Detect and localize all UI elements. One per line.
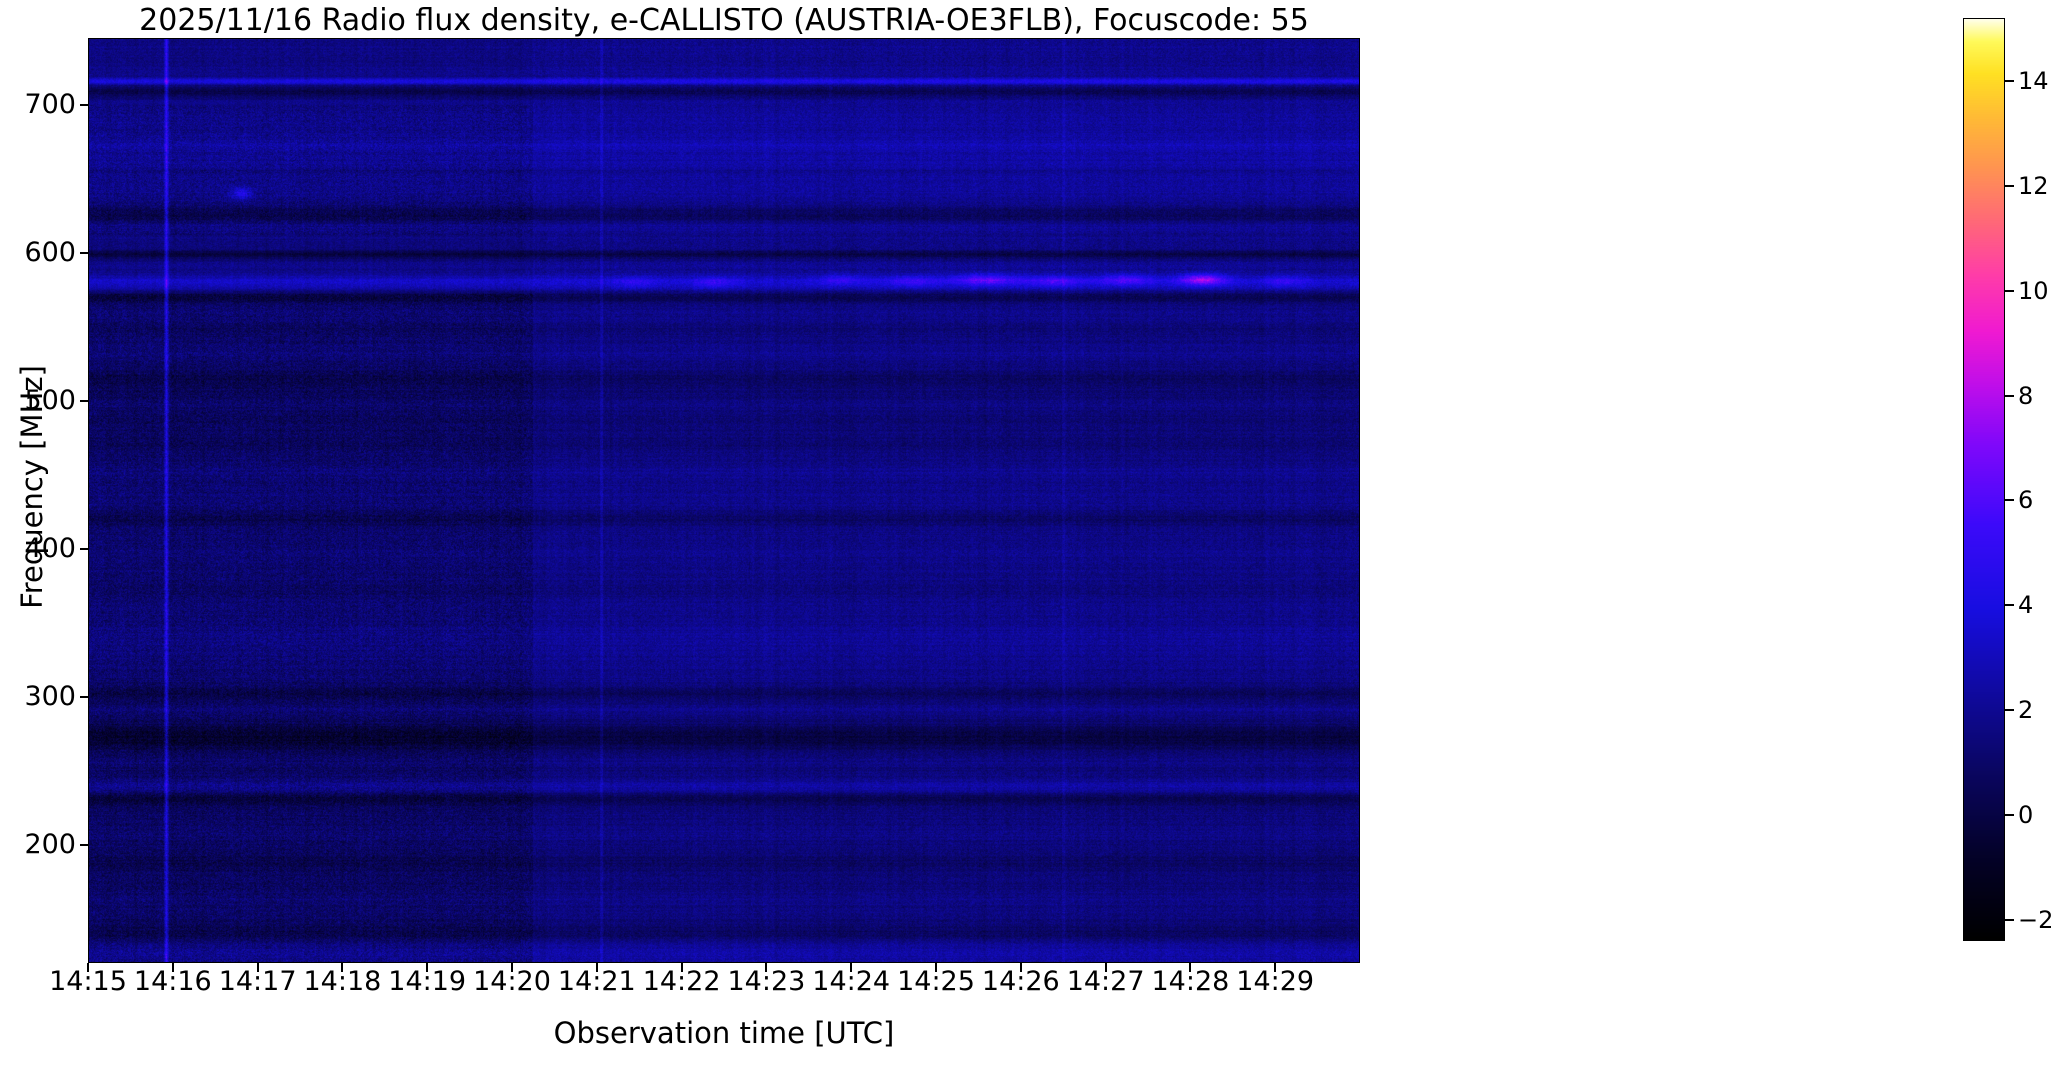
x-tick-mark bbox=[1189, 963, 1192, 972]
colorbar-tick-label: 12 bbox=[2018, 171, 2049, 200]
colorbar-tick-label: 4 bbox=[2018, 591, 2034, 620]
colorbar bbox=[1963, 18, 2005, 941]
spectrogram-heatmap bbox=[88, 38, 1360, 963]
colorbar-tick-label: 2 bbox=[2018, 696, 2034, 725]
plot-area bbox=[88, 38, 1360, 963]
colorbar-tick-mark bbox=[2005, 184, 2014, 187]
x-tick-mark bbox=[511, 963, 513, 972]
x-tick-mark bbox=[595, 963, 598, 972]
colorbar-tick-label: 14 bbox=[2018, 66, 2049, 95]
x-tick-label: 14:27 bbox=[1066, 966, 1145, 997]
chart-title: 2025/11/16 Radio flux density, e-CALLIST… bbox=[139, 3, 1309, 38]
x-tick-mark bbox=[87, 963, 89, 972]
colorbar-tick-mark bbox=[2005, 499, 2014, 502]
x-tick-mark bbox=[1274, 963, 1277, 972]
colorbar-tick-mark bbox=[2005, 814, 2014, 817]
x-axis-label: Observation time [UTC] bbox=[553, 1016, 895, 1050]
y-tick-mark bbox=[80, 547, 88, 550]
x-tick-mark bbox=[1104, 963, 1107, 972]
x-tick-label: 14:17 bbox=[218, 966, 297, 997]
y-tick-mark bbox=[80, 399, 88, 402]
x-tick-label: 14:23 bbox=[727, 966, 806, 997]
x-tick-label: 14:19 bbox=[388, 966, 467, 997]
x-tick-label: 14:26 bbox=[981, 966, 1060, 997]
x-tick-mark bbox=[341, 963, 344, 972]
y-tick-label: 200 bbox=[24, 828, 76, 860]
x-tick-mark bbox=[850, 963, 853, 972]
y-tick-label: 700 bbox=[24, 88, 76, 120]
colorbar-tick-mark bbox=[2005, 604, 2014, 607]
colorbar-tick-mark bbox=[2005, 79, 2014, 82]
x-tick-mark bbox=[426, 963, 429, 972]
x-tick-mark bbox=[171, 963, 174, 972]
x-tick-label: 14:25 bbox=[897, 966, 975, 997]
x-tick-mark bbox=[1019, 963, 1022, 972]
colorbar-tick-label: 0 bbox=[2018, 801, 2034, 830]
y-tick-mark bbox=[80, 103, 88, 106]
colorbar-tick-label: 6 bbox=[2018, 486, 2034, 515]
x-tick-mark bbox=[680, 963, 683, 972]
x-tick-mark bbox=[256, 963, 259, 972]
y-tick-label: 400 bbox=[24, 532, 76, 564]
x-tick-label: 14:20 bbox=[473, 966, 551, 997]
x-tick-label: 14:21 bbox=[557, 966, 636, 997]
colorbar-tick-label: 10 bbox=[2018, 276, 2049, 305]
colorbar-gradient bbox=[1963, 18, 2005, 941]
colorbar-tick-mark bbox=[2005, 394, 2014, 397]
colorbar-tick-label: 8 bbox=[2018, 381, 2034, 410]
y-tick-mark bbox=[80, 251, 88, 254]
y-axis-label: Frequency [MHz] bbox=[15, 365, 49, 609]
y-tick-mark bbox=[80, 695, 88, 698]
colorbar-tick-mark bbox=[2005, 289, 2014, 292]
y-tick-label: 300 bbox=[24, 680, 76, 712]
colorbar-tick-label: −2 bbox=[2018, 906, 2054, 935]
colorbar-tick-mark bbox=[2005, 919, 2014, 922]
x-tick-label: 14:22 bbox=[642, 966, 721, 997]
y-tick-label: 500 bbox=[24, 384, 76, 416]
x-tick-label: 14:28 bbox=[1151, 966, 1230, 997]
colorbar-tick-mark bbox=[2005, 709, 2014, 712]
y-tick-label: 600 bbox=[24, 236, 76, 268]
y-tick-mark bbox=[80, 843, 88, 846]
x-tick-label: 14:18 bbox=[303, 966, 382, 997]
x-tick-label: 14:16 bbox=[133, 966, 212, 997]
x-tick-label: 14:24 bbox=[812, 966, 891, 997]
x-tick-label: 14:29 bbox=[1236, 966, 1315, 997]
x-tick-label: 14:15 bbox=[49, 966, 127, 997]
x-tick-mark bbox=[765, 963, 768, 972]
x-tick-mark bbox=[935, 963, 937, 972]
